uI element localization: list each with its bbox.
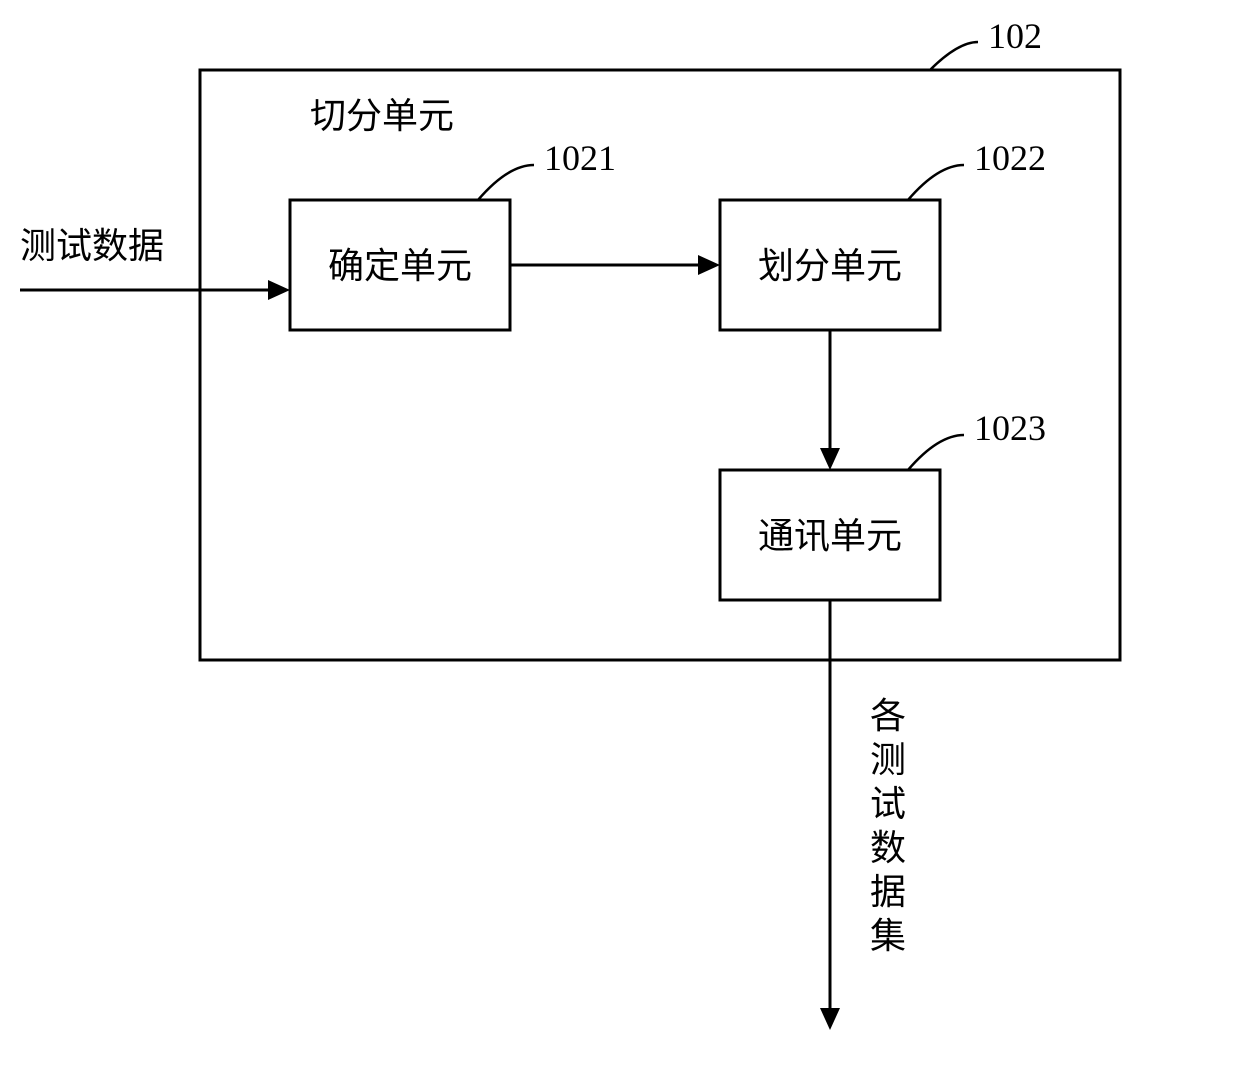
node-divide-id: 1022 — [974, 138, 1046, 178]
output-label-char-5: 集 — [870, 916, 906, 956]
output-label-char-1: 测 — [870, 740, 906, 780]
node-divide-label: 划分单元 — [758, 246, 902, 286]
outer-box-id: 102 — [988, 16, 1042, 56]
node-determine-label: 确定单元 — [328, 246, 472, 286]
leader-line — [908, 435, 964, 470]
output-label-char-3: 数 — [870, 828, 906, 868]
input-label: 测试数据 — [20, 226, 164, 266]
output-label-char-4: 据 — [870, 872, 906, 912]
leader-line — [478, 165, 534, 200]
leader-line — [908, 165, 964, 200]
node-determine-id: 1021 — [544, 138, 616, 178]
input-arrow-head — [268, 280, 290, 300]
node-comm-id: 1023 — [974, 408, 1046, 448]
leader-line — [930, 42, 978, 70]
output-label-char-0: 各 — [870, 696, 906, 736]
diagram-canvas: 102切分单元测试数据确定单元1021划分单元1022通讯单元1023各测试数据… — [0, 0, 1240, 1066]
output-label-char-2: 试 — [870, 784, 906, 824]
outer-box-title: 切分单元 — [310, 96, 454, 136]
edge-determine-divide-head — [698, 255, 720, 275]
output-arrow-head — [820, 1008, 840, 1030]
node-comm-label: 通讯单元 — [758, 516, 902, 556]
edge-divide-comm-head — [820, 448, 840, 470]
